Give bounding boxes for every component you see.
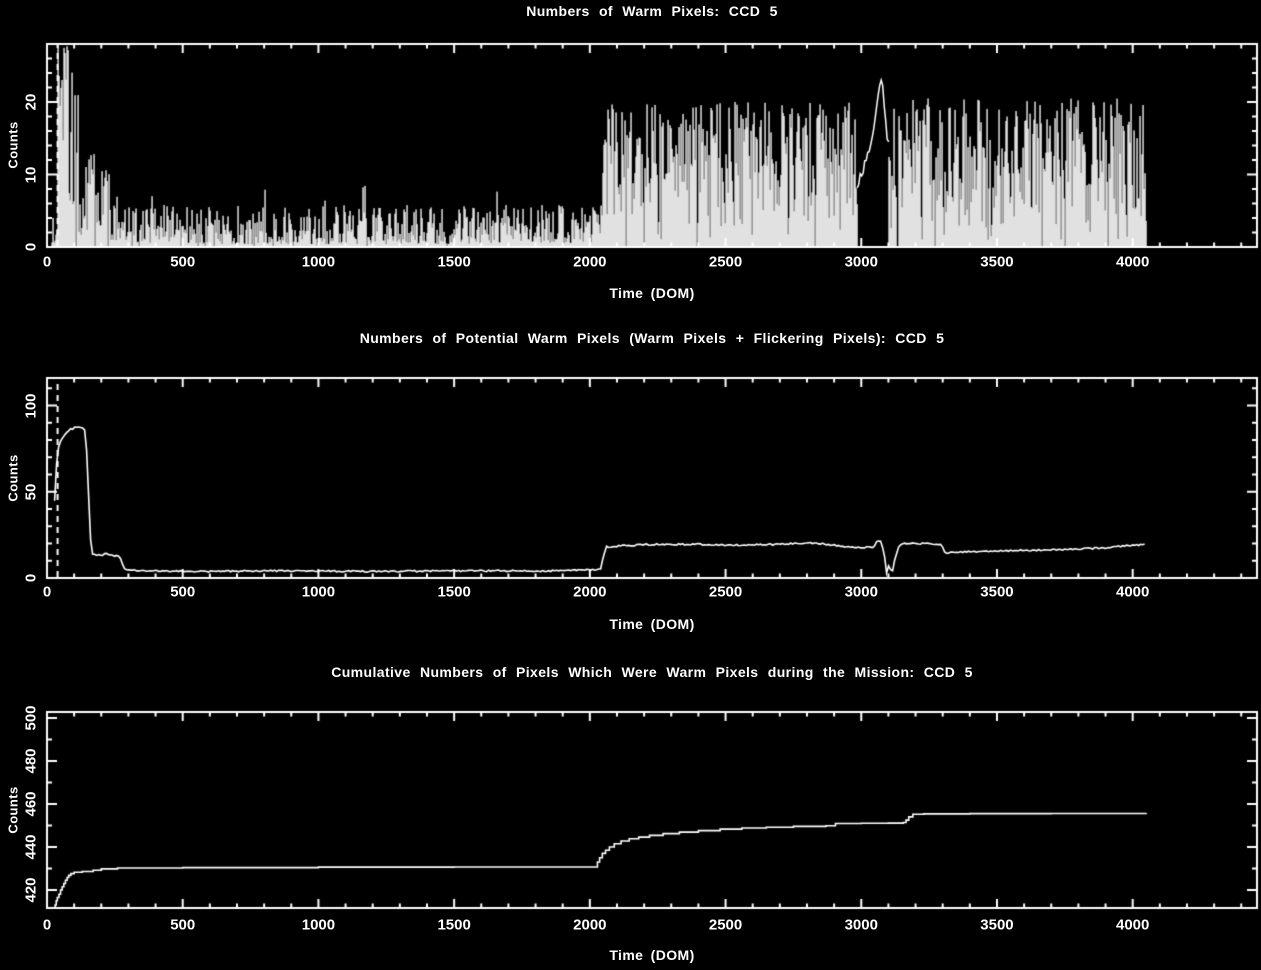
x-tick-label: 3000 [844,916,878,934]
y-tick-label: 460 [22,791,40,817]
panel3-y-axis-label: Counts [5,786,21,834]
panel2-x-axis-label: Time (DOM) [609,616,695,632]
x-tick-label: 2500 [708,916,743,934]
y-tick-label: 10 [22,166,40,183]
x-tick-label: 3000 [844,583,878,601]
x-tick-label: 3500 [980,916,1014,934]
y-tick-label: 50 [22,483,40,501]
y-tick-label: 20 [22,93,40,111]
x-tick-label: 3000 [844,253,878,271]
x-tick-label: 1500 [437,583,471,601]
x-tick-label: 1000 [301,583,336,601]
x-tick-label: 3500 [980,583,1014,601]
x-tick-label: 2500 [708,253,743,271]
panel2-y-axis-label: Counts [5,454,21,502]
x-tick-label: 2000 [573,583,607,601]
x-tick-label: 4000 [1116,916,1150,934]
x-tick-label: 2500 [708,583,743,601]
x-tick-label: 3500 [980,253,1014,271]
y-tick-label: 500 [22,705,40,731]
panel3-x-axis-label: Time (DOM) [609,947,695,963]
x-tick-label: 500 [170,916,196,934]
y-tick-label: 0 [22,573,40,583]
x-tick-label: 1500 [437,916,471,934]
x-tick-label: 2000 [573,253,607,271]
x-tick-label: 1000 [301,253,336,271]
x-tick-label: 1500 [437,253,471,271]
y-tick-label: 440 [22,834,40,860]
panel3-title: Cumulative Numbers of Pixels Which Were … [331,664,973,680]
x-tick-label: 0 [42,583,52,601]
x-tick-label: 1000 [301,916,336,934]
x-tick-label: 2000 [573,916,607,934]
panel1-y-axis-label: Counts [5,121,21,169]
y-tick-label: 480 [22,748,40,774]
panel2-title: Numbers of Potential Warm Pixels (Warm P… [359,330,945,346]
panel1-title: Numbers of Warm Pixels: CCD 5 [526,3,778,19]
y-tick-label: 420 [22,877,40,903]
x-tick-label: 4000 [1116,583,1150,601]
x-tick-label: 0 [42,253,52,271]
x-tick-label: 500 [170,253,196,271]
x-tick-label: 500 [170,583,196,601]
panel1-x-axis-label: Time (DOM) [609,285,695,301]
x-tick-label: 0 [42,916,52,934]
y-tick-label: 0 [22,242,40,252]
x-tick-label: 4000 [1116,253,1150,271]
y-tick-label: 100 [22,393,40,419]
